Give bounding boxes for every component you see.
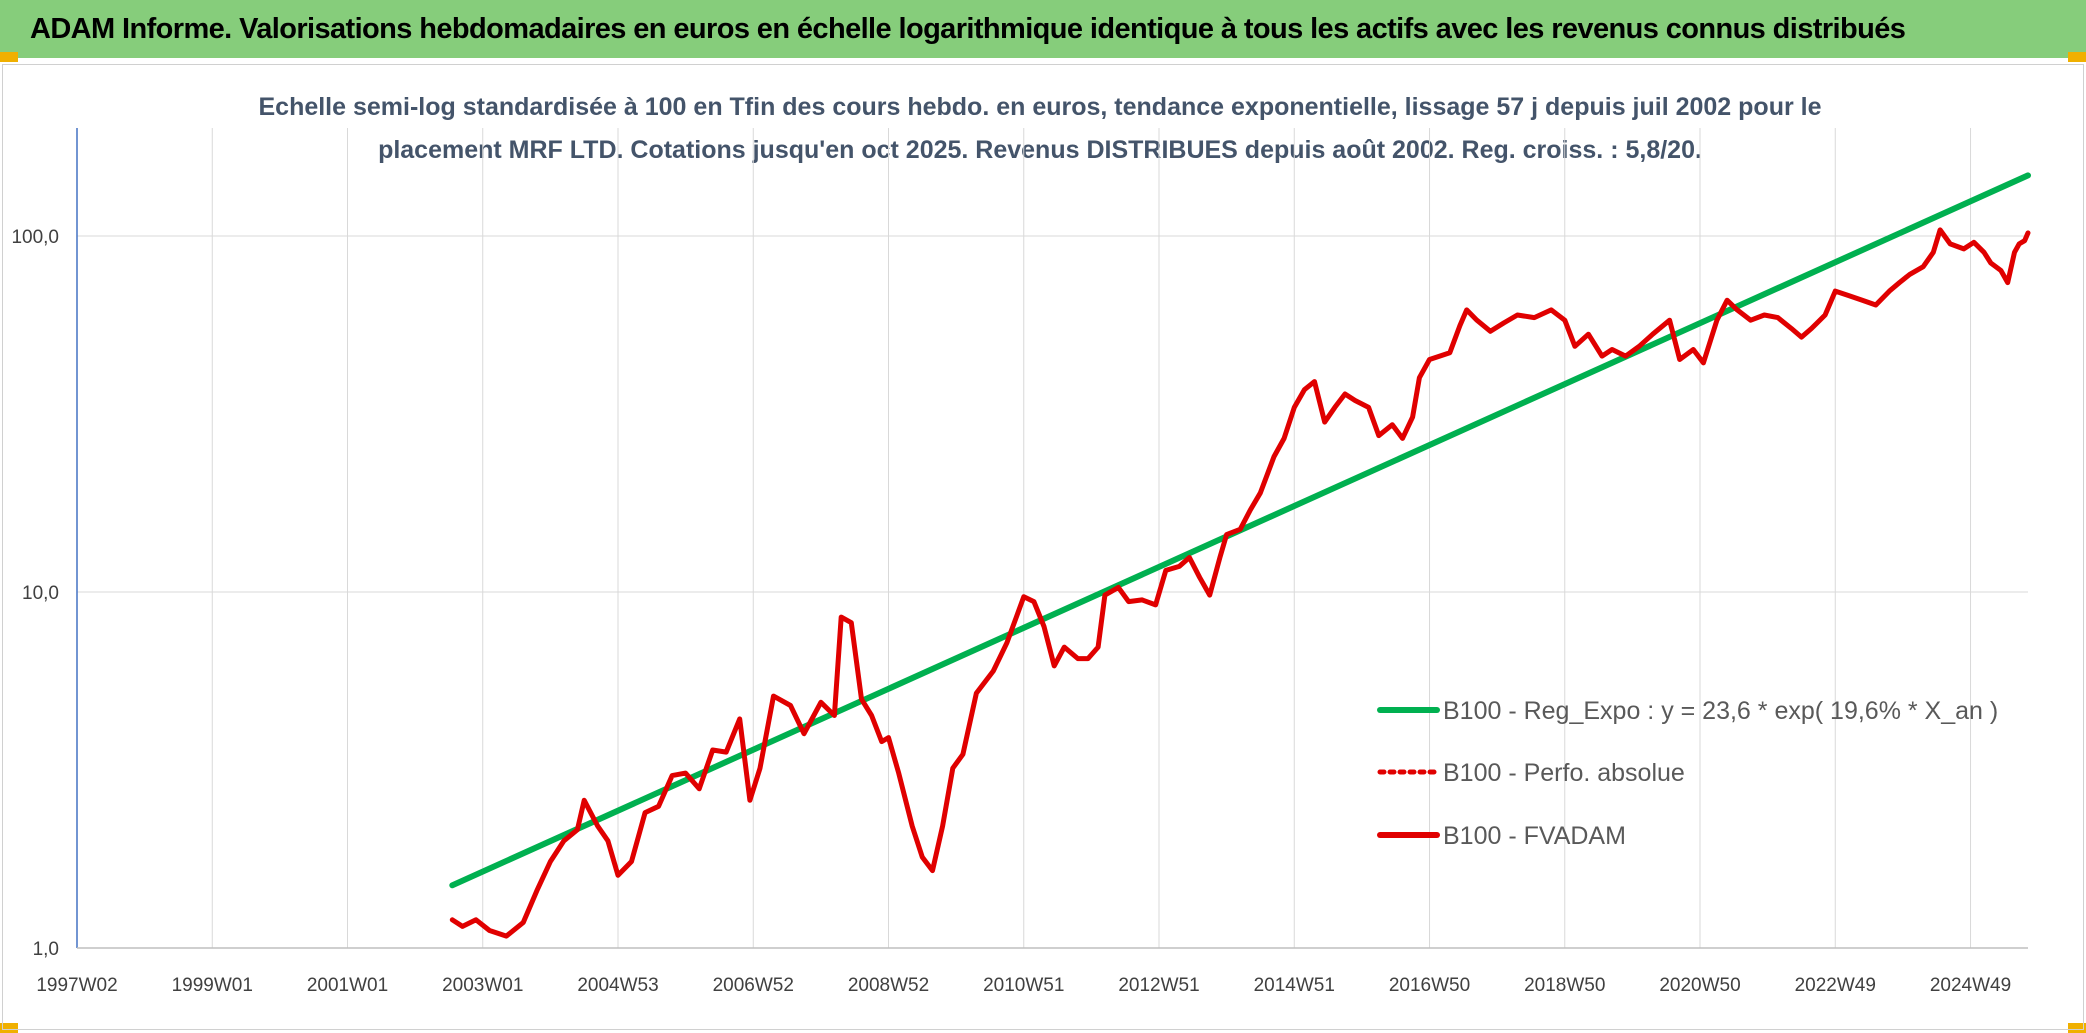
corner-marker-bottom-left bbox=[0, 1023, 18, 1033]
chart-area bbox=[2, 64, 2084, 1030]
x-tick-label: 2001W01 bbox=[307, 975, 388, 996]
x-tick-label: 1997W02 bbox=[36, 975, 117, 996]
corner-marker-top-left bbox=[0, 52, 18, 62]
y-tick-label: 1,0 bbox=[33, 939, 59, 960]
x-tick-label: 2006W52 bbox=[713, 975, 794, 996]
corner-marker-top-right bbox=[2068, 52, 2086, 62]
legend-label: B100 - FVADAM bbox=[1443, 822, 1626, 850]
legend: B100 - Reg_Expo : y = 23,6 * exp( 19,6% … bbox=[1377, 697, 1998, 850]
x-tick-label: 2010W51 bbox=[983, 975, 1064, 996]
axes: 1997W02 1999W01 2001W01 2003W01 2004W53 2006W… bbox=[11, 128, 2028, 996]
y-tick-label: 100,0 bbox=[11, 227, 59, 248]
legend-label: B100 - Reg_Expo : y = 23,6 * exp( 19,6% … bbox=[1443, 697, 1998, 725]
x-tick-label: 2016W50 bbox=[1389, 975, 1470, 996]
legend-label: B100 - Perfo. absolue bbox=[1443, 759, 1685, 787]
x-tick-label: 2004W53 bbox=[577, 975, 658, 996]
x-tick-label: 2024W49 bbox=[1930, 975, 2011, 996]
series-layer bbox=[449, 172, 2031, 939]
y-tick-label: 10,0 bbox=[22, 583, 59, 604]
page-title: ADAM Informe. Valorisations hebdomadaire… bbox=[30, 12, 1906, 45]
x-tick-label: 2008W52 bbox=[848, 975, 929, 996]
x-tick-label: 2003W01 bbox=[442, 975, 523, 996]
legend-entry-fvadam: B100 - FVADAM bbox=[1377, 822, 1626, 850]
x-tick-label: 2014W51 bbox=[1254, 975, 1335, 996]
x-tick-label: 2020W50 bbox=[1659, 975, 1740, 996]
x-tick-label: 2018W50 bbox=[1524, 975, 1605, 996]
legend-entry-reg-expo: B100 - Reg_Expo : y = 23,6 * exp( 19,6% … bbox=[1377, 697, 1998, 725]
chart-title-line-1: Echelle semi-log standardisée à 100 en T… bbox=[258, 93, 1821, 121]
header-banner: ADAM Informe. Valorisations hebdomadaire… bbox=[0, 0, 2086, 58]
corner-marker-bottom-right bbox=[2068, 1023, 2086, 1033]
chart-title-line-2: placement MRF LTD. Cotations jusqu'en oc… bbox=[378, 136, 1702, 164]
x-tick-label: 2012W51 bbox=[1118, 975, 1199, 996]
x-tick-label: 2022W49 bbox=[1795, 975, 1876, 996]
legend-entry-perfo-absolue: B100 - Perfo. absolue bbox=[1377, 759, 1685, 787]
gridlines bbox=[77, 128, 2028, 948]
x-tick-label: 1999W01 bbox=[172, 975, 253, 996]
series-line-fvadam bbox=[449, 227, 2031, 939]
